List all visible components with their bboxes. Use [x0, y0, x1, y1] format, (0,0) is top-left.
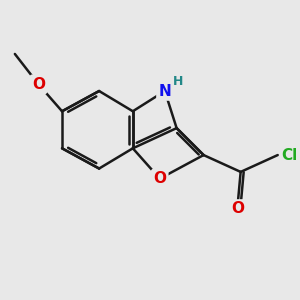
Text: H: H: [172, 75, 183, 88]
Text: N: N: [158, 83, 171, 98]
Text: Cl: Cl: [281, 148, 297, 163]
Text: O: O: [32, 77, 45, 92]
Text: O: O: [231, 202, 244, 217]
Text: O: O: [153, 171, 166, 186]
